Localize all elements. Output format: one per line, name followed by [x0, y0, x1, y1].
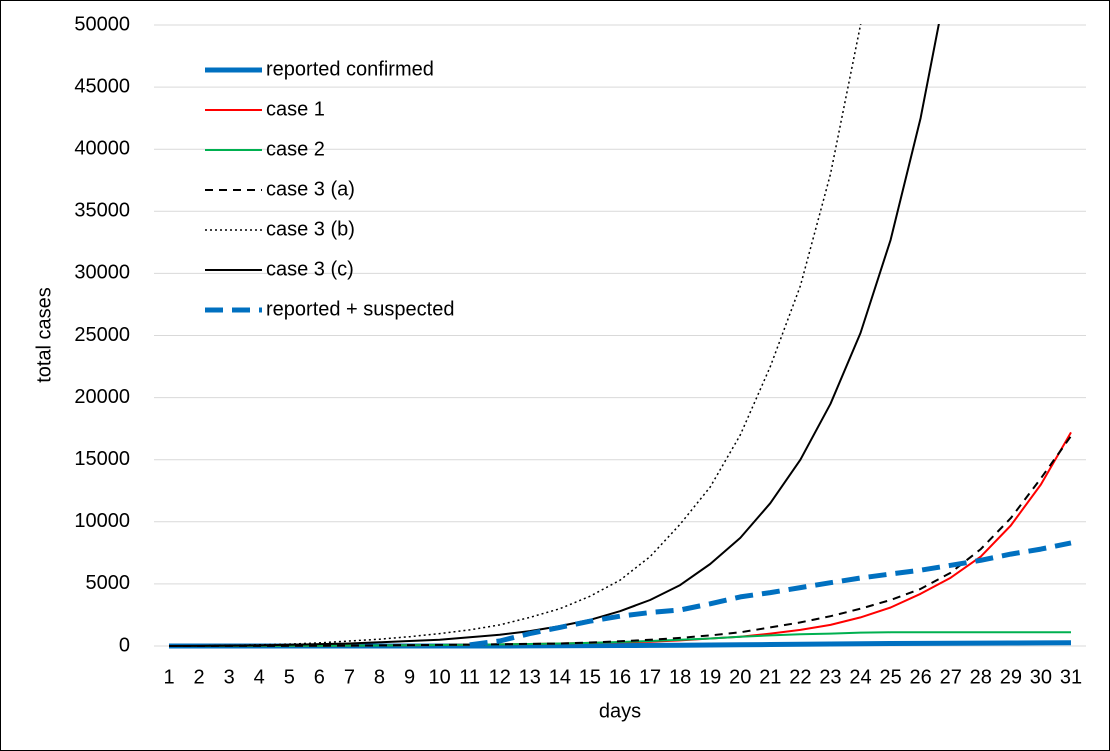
- x-tick-label: 26: [910, 666, 932, 688]
- x-tick-label: 20: [729, 666, 751, 688]
- series-line: [168, 24, 862, 647]
- x-tick-label: 3: [224, 666, 235, 688]
- x-tick-label: 19: [699, 666, 721, 688]
- x-tick-label: 28: [970, 666, 992, 688]
- x-tick-label: 1: [163, 666, 174, 688]
- y-tick-label: 30000: [74, 262, 130, 284]
- x-tick-label: 25: [879, 666, 901, 688]
- legend-label: case 2: [266, 138, 325, 160]
- x-tick-label: 30: [1030, 666, 1052, 688]
- legend-label: reported confirmed: [266, 58, 434, 80]
- x-tick-label: 29: [1000, 666, 1022, 688]
- y-tick-label: 40000: [74, 137, 130, 159]
- y-tick-label: 25000: [74, 324, 130, 346]
- x-tick-label: 5: [284, 666, 295, 688]
- y-tick-label: 15000: [74, 448, 130, 470]
- legend: reported confirmed case 1 case 2 case 3 (a)…: [205, 58, 454, 320]
- x-tick-label: 12: [489, 666, 511, 688]
- x-tick-label: 6: [314, 666, 325, 688]
- y-tick-label: 50000: [74, 13, 130, 35]
- x-tick-label: 4: [254, 666, 265, 688]
- grid: [154, 24, 1086, 647]
- y-tick-label: 5000: [86, 572, 131, 594]
- x-tick-label: 27: [940, 666, 962, 688]
- x-tick-label: 13: [519, 666, 541, 688]
- legend-label: case 3 (c): [266, 258, 354, 280]
- legend-label: case 3 (b): [266, 218, 355, 240]
- y-tick-label: 10000: [74, 510, 130, 532]
- x-tick-label: 18: [669, 666, 691, 688]
- x-tick-label: 16: [609, 666, 631, 688]
- x-tick-label: 15: [579, 666, 601, 688]
- legend-label: case 1: [266, 98, 325, 120]
- x-tick-label: 31: [1060, 666, 1082, 688]
- x-tick-label: 11: [459, 666, 480, 688]
- y-tick-label: 20000: [74, 386, 130, 408]
- series-line: [469, 540, 1072, 648]
- legend-label: case 3 (a): [266, 178, 355, 200]
- x-tick-label: 24: [849, 666, 871, 688]
- plot-lines: [168, 24, 1072, 649]
- x-tick-label: 14: [549, 666, 571, 688]
- x-tick-label: 21: [759, 666, 781, 688]
- series-line: [169, 435, 1072, 647]
- x-tick-label: 7: [344, 666, 355, 688]
- y-axis-title: total cases: [33, 287, 55, 383]
- x-tick-label: 2: [194, 666, 205, 688]
- x-tick-label: 8: [374, 666, 385, 688]
- x-tick-label: 10: [428, 666, 450, 688]
- x-tick-label: 17: [639, 666, 661, 688]
- series-line: [168, 24, 940, 647]
- x-tick-label: 22: [789, 666, 811, 688]
- y-tick-label: 35000: [74, 200, 130, 222]
- y-tick-label: 45000: [74, 75, 130, 97]
- x-tick-label: 23: [819, 666, 841, 688]
- x-axis-title: days: [599, 700, 641, 722]
- legend-label: reported + suspected: [266, 298, 454, 320]
- x-tick-label: 9: [404, 666, 415, 688]
- y-tick-label: 0: [119, 634, 130, 656]
